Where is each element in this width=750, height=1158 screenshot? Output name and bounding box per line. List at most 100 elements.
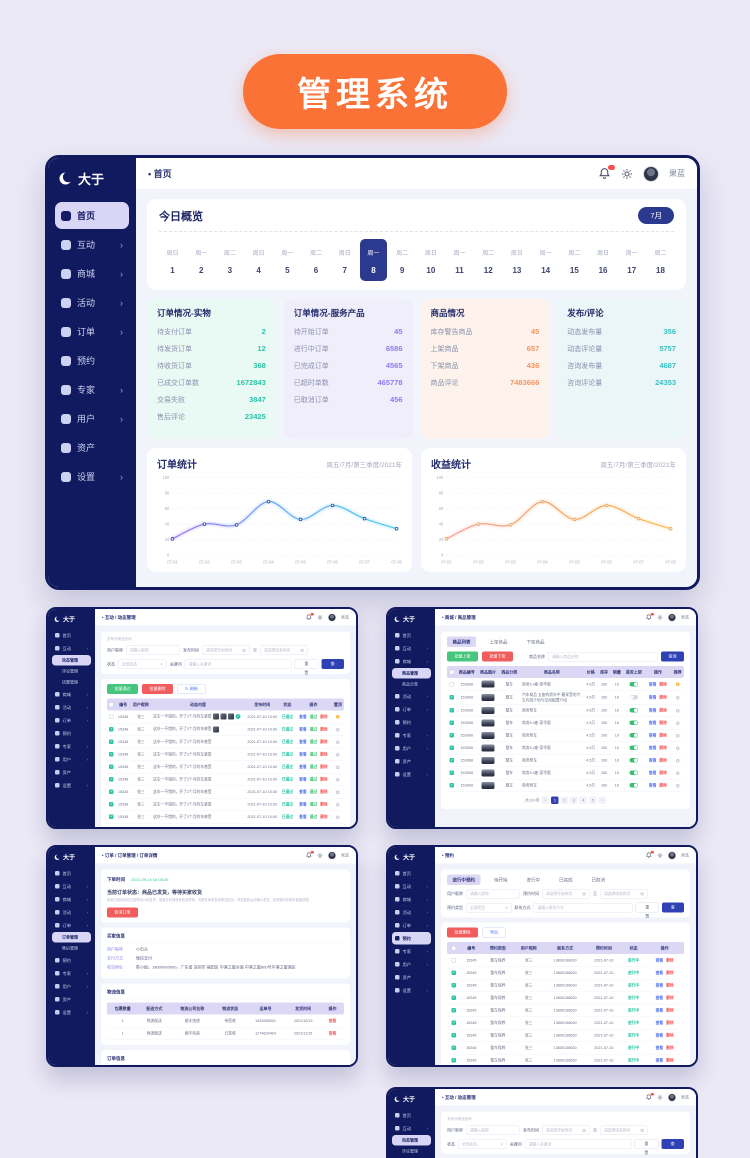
avatar[interactable] — [668, 851, 676, 860]
row-checkbox[interactable] — [451, 1020, 456, 1026]
sidebar-item[interactable]: 活动 › — [392, 906, 431, 919]
page-number[interactable]: 5 — [589, 796, 597, 804]
sidebar-item[interactable]: 售后管理 › — [62, 946, 78, 951]
gear-icon[interactable] — [621, 168, 633, 180]
recommend-icon[interactable] — [675, 771, 680, 775]
day-tab[interactable]: 周日 10 — [424, 251, 437, 275]
day-tab[interactable]: 周日 1 — [166, 251, 179, 275]
avatar[interactable] — [643, 165, 659, 182]
row-checkbox[interactable] — [449, 682, 454, 687]
sidebar-item[interactable]: 首页 › — [392, 867, 431, 880]
end-date-input[interactable]: 请选择结束时间 — [260, 645, 308, 655]
view-link[interactable]: 查看 — [655, 983, 664, 988]
status-select[interactable]: 全部状态 — [458, 1139, 507, 1149]
view-link[interactable]: 查看 — [648, 758, 657, 763]
view-link[interactable]: 查看 — [655, 1008, 664, 1013]
search-button[interactable]: 查询 — [321, 659, 344, 676]
page-number[interactable]: 3 — [570, 796, 578, 804]
on-shelf-toggle[interactable] — [629, 720, 639, 726]
view-link[interactable]: 查看 — [299, 739, 307, 745]
day-tab[interactable]: 周一 5 — [281, 251, 294, 275]
avatar[interactable] — [668, 1093, 676, 1102]
sidebar-item[interactable]: 设置 › — [392, 768, 431, 781]
sidebar-item[interactable]: 商城 › — [392, 655, 431, 668]
start-date-input[interactable]: 请选择开始时间 — [542, 889, 590, 899]
row-checkbox[interactable] — [109, 739, 114, 745]
page-number[interactable]: 4 — [579, 796, 588, 804]
view-link[interactable]: 查看 — [648, 720, 657, 726]
tab[interactable]: 上架商品 — [489, 639, 508, 645]
select-all-checkbox[interactable] — [449, 669, 454, 675]
row-checkbox[interactable] — [449, 720, 454, 726]
avatar[interactable] — [668, 613, 676, 622]
row-checkbox[interactable] — [449, 758, 454, 763]
end-date-input[interactable]: 请选择结束时间 — [600, 889, 648, 899]
sidebar-item[interactable]: 设置 › — [55, 463, 129, 490]
sidebar-item[interactable]: 首页 › — [392, 629, 431, 642]
sidebar-item[interactable]: 用户 › — [392, 742, 431, 755]
tab[interactable]: 进行中预约 — [447, 874, 481, 885]
day-tab[interactable]: 周二 15 — [568, 251, 581, 275]
delete-link[interactable]: 删除 — [659, 770, 667, 776]
export-button[interactable]: 导出 — [482, 927, 506, 938]
delete-link[interactable]: 删除 — [659, 783, 667, 788]
view-link[interactable]: 查看 — [299, 802, 307, 807]
status-select[interactable]: 全部状态 — [118, 659, 167, 669]
sidebar-item[interactable]: 商城 › — [392, 893, 431, 906]
delete-link[interactable]: 删除 — [659, 708, 667, 713]
view-link[interactable]: 查看 — [648, 708, 657, 713]
nickname-input[interactable]: 请输入昵称 — [126, 645, 180, 655]
tab[interactable]: 已取消 — [591, 877, 606, 883]
row-checkbox[interactable] — [449, 695, 454, 700]
sidebar-item[interactable]: 用户 › — [392, 958, 431, 971]
on-shelf-toggle[interactable] — [629, 695, 639, 700]
sidebar-item[interactable]: 互动 › — [392, 1122, 431, 1135]
delete-link[interactable]: 删除 — [320, 739, 328, 745]
sidebar-item[interactable]: 商城 › — [55, 260, 129, 287]
pin-icon[interactable] — [336, 765, 340, 769]
keyword-input[interactable]: 请输入关键词 — [524, 1139, 632, 1149]
month-button[interactable]: 7月 — [638, 207, 674, 224]
row-checkbox[interactable] — [451, 983, 456, 988]
row-checkbox[interactable] — [451, 970, 456, 976]
bell-icon[interactable] — [646, 1093, 654, 1101]
sidebar-item[interactable]: 预约 › — [52, 727, 91, 740]
bell-icon[interactable] — [646, 613, 654, 621]
view-link[interactable]: 查看 — [648, 681, 657, 687]
gear-icon[interactable] — [657, 852, 663, 858]
row-checkbox[interactable] — [451, 1058, 456, 1063]
view-link[interactable]: 查看 — [299, 727, 307, 732]
approve-link[interactable]: 通过 — [309, 727, 318, 732]
sidebar-item[interactable]: 首页 › — [52, 867, 91, 880]
delete-link[interactable]: 删除 — [659, 745, 667, 751]
view-link[interactable]: 查看 — [328, 1031, 337, 1036]
sidebar-item[interactable]: 商品管理 › — [392, 668, 431, 679]
sidebar-item[interactable]: 商品分类 › — [402, 682, 418, 687]
sidebar-item[interactable]: 资产 › — [55, 434, 129, 461]
sidebar-item[interactable]: 订单 › — [392, 919, 431, 932]
tab[interactable]: 下架商品 — [526, 639, 545, 645]
next-page[interactable]: › — [598, 796, 607, 804]
recommend-icon[interactable] — [675, 783, 680, 788]
day-tab[interactable]: 周一 11 — [453, 251, 466, 275]
nickname-input[interactable]: 请输入昵称 — [466, 889, 520, 899]
nickname-input[interactable]: 请输入昵称 — [466, 1125, 520, 1135]
view-link[interactable]: 查看 — [648, 745, 657, 751]
approve-link[interactable]: 通过 — [309, 752, 318, 757]
refresh-button[interactable]: ↻ 刷新 — [177, 684, 206, 694]
delete-link[interactable]: 删除 — [666, 1033, 674, 1038]
sidebar-item[interactable]: 评论管理 › — [402, 1149, 418, 1154]
start-date-input[interactable]: 请选择开始时间 — [542, 1125, 590, 1135]
delete-link[interactable]: 删除 — [320, 802, 328, 807]
delete-link[interactable]: 删除 — [320, 764, 328, 770]
sidebar-item[interactable]: 首页 › — [52, 629, 91, 642]
delete-link[interactable]: 删除 — [659, 720, 667, 726]
recommend-icon[interactable] — [675, 746, 680, 750]
row-checkbox[interactable] — [109, 752, 114, 757]
delete-link[interactable]: 删除 — [659, 733, 667, 738]
approve-link[interactable]: 通过 — [309, 814, 318, 820]
sidebar-item[interactable]: 用户 › — [52, 753, 91, 766]
sidebar-item[interactable]: 互动 › — [52, 642, 91, 655]
pin-icon[interactable] — [336, 740, 340, 744]
tab[interactable]: 进行中 — [526, 877, 541, 883]
